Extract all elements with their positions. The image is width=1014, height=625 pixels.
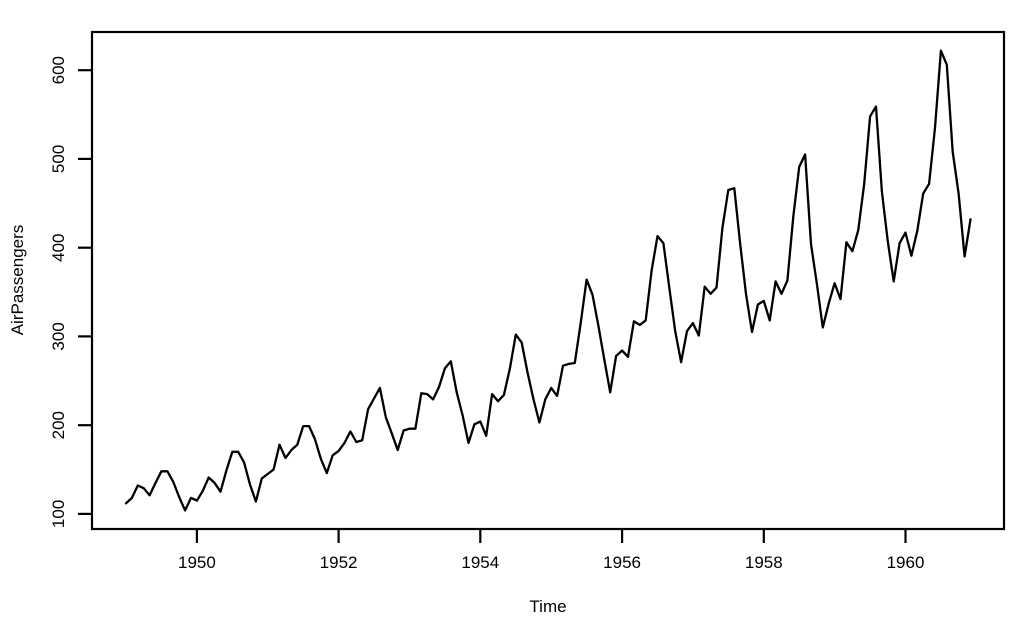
plot-box — [90, 30, 1006, 531]
x-tick-label: 1954 — [461, 553, 499, 572]
y-axis-title: AirPassengers — [8, 225, 27, 336]
x-axis-title: Time — [529, 597, 566, 616]
y-tick-label: 400 — [49, 234, 68, 262]
y-tick-label: 600 — [49, 56, 68, 84]
y-tick-label: 500 — [49, 145, 68, 173]
x-tick-label: 1958 — [745, 553, 783, 572]
series-line — [124, 49, 972, 512]
y-tick-label: 200 — [49, 411, 68, 439]
x-tick-label: 1950 — [178, 553, 216, 572]
x-tick-label: 1952 — [320, 553, 358, 572]
y-tick-label: 300 — [49, 322, 68, 350]
y-axis: 100 200 300 400 500 600 — [49, 56, 92, 528]
x-tick-label: 1956 — [603, 553, 641, 572]
x-axis: 1950 1952 1954 1956 1958 1960 — [178, 529, 924, 572]
y-tick-label: 100 — [49, 500, 68, 528]
x-tick-label: 1960 — [887, 553, 925, 572]
